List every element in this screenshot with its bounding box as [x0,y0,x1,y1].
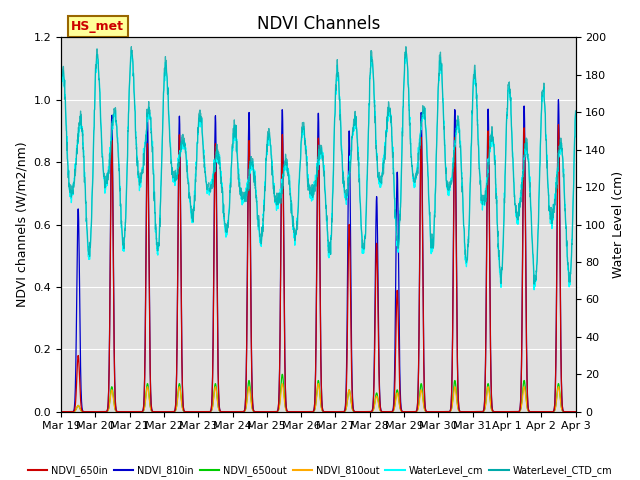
Title: NDVI Channels: NDVI Channels [257,15,380,33]
Legend: NDVI_650in, NDVI_810in, NDVI_650out, NDVI_810out, WaterLevel_cm, WaterLevel_CTD_: NDVI_650in, NDVI_810in, NDVI_650out, NDV… [24,461,616,480]
Y-axis label: Water Level (cm): Water Level (cm) [612,171,625,278]
Y-axis label: NDVI channels (W/m2/nm): NDVI channels (W/m2/nm) [15,142,28,307]
Text: HS_met: HS_met [71,20,124,33]
